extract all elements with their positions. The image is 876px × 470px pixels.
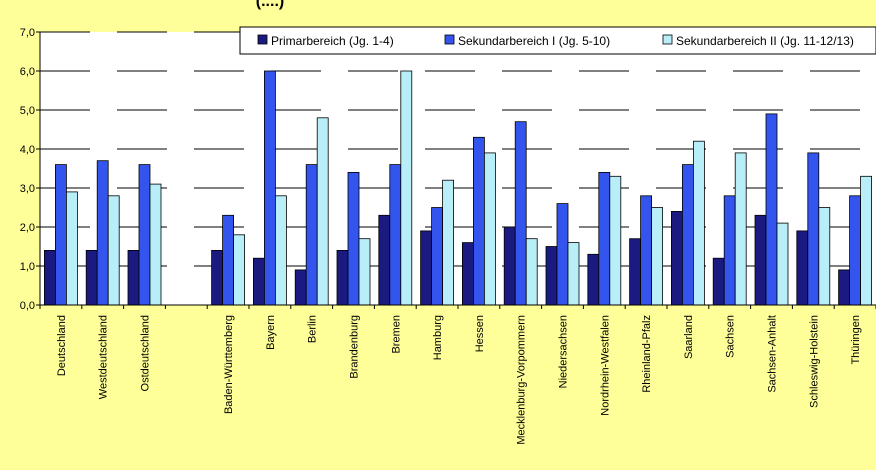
bar <box>712 257 725 306</box>
y-tick-label: 2,0 <box>20 222 35 234</box>
legend-swatch <box>444 34 455 45</box>
x-category-label: Westdeutschland <box>98 315 110 399</box>
bar <box>211 249 224 306</box>
bar <box>400 70 413 306</box>
bar <box>796 230 809 306</box>
bar <box>347 171 360 306</box>
x-category-label: Brandenburg <box>349 315 361 379</box>
bar <box>378 214 391 306</box>
bar <box>567 242 580 306</box>
legend-swatch <box>662 34 673 45</box>
bar <box>222 214 235 306</box>
bar <box>66 191 78 306</box>
bar <box>671 210 683 306</box>
y-axis-ticks: 0,0 1,0 2,0 3,0 4,0 5,0 6,0 7,0 <box>20 27 40 312</box>
y-tick-label: 3,0 <box>20 183 35 195</box>
bar <box>807 152 820 306</box>
bar <box>754 214 767 306</box>
bar <box>483 152 496 306</box>
bar <box>44 249 56 306</box>
legend-label: Primarbereich (Jg. 1-4) <box>271 34 394 48</box>
legend-swatch <box>257 34 268 45</box>
bar <box>849 195 861 306</box>
x-category-label: Mecklenburg-Vorpommern <box>516 315 528 445</box>
bar <box>149 183 162 306</box>
bar <box>472 136 485 306</box>
bar <box>55 164 67 306</box>
x-category-label: Rheinland-Pfalz <box>641 315 653 393</box>
x-axis-ticks: Deutschland Westdeutschland Ostdeutschland… <box>39 305 876 445</box>
x-category-label: Sachsen-Anhalt <box>767 315 779 393</box>
legend-label: Sekundarbereich I (Jg. 5-10) <box>458 34 610 48</box>
x-category-label: Thüringen <box>850 315 862 365</box>
bar <box>765 113 778 306</box>
legend: Primarbereich (Jg. 1-4) Sekundarbereich I… <box>239 26 876 55</box>
x-category-label: Hessen <box>474 315 486 352</box>
bar <box>336 249 349 306</box>
bar <box>420 230 433 306</box>
bar <box>431 207 444 306</box>
x-category-label: Saarland <box>683 315 695 359</box>
plot-area <box>40 32 876 305</box>
legend-box <box>239 26 876 55</box>
bar <box>442 179 455 306</box>
x-category-label: Ostdeutschland <box>140 315 152 391</box>
bar <box>693 140 705 306</box>
bar <box>503 226 516 306</box>
bar <box>96 160 109 306</box>
bar <box>609 175 622 306</box>
y-tick-label: 1,0 <box>20 261 35 273</box>
bar <box>138 164 151 306</box>
bar <box>389 164 402 306</box>
bar <box>263 70 276 306</box>
bar <box>85 249 98 306</box>
x-category-label: Niedersachsen <box>558 315 570 388</box>
bar <box>358 238 371 306</box>
bar <box>233 234 246 306</box>
x-category-label: Bremen <box>390 315 402 354</box>
y-tick-label: 0,0 <box>20 300 35 312</box>
bar <box>734 152 747 306</box>
y-tick-label: 6,0 <box>20 66 35 78</box>
bar <box>525 238 538 306</box>
bar <box>723 195 736 306</box>
x-category-label: Hamburg <box>432 315 444 360</box>
bar <box>274 195 287 306</box>
bar <box>838 269 850 306</box>
bar <box>629 238 641 306</box>
x-category-label: Schleswig-Holstein <box>808 315 820 408</box>
bar <box>640 195 652 306</box>
bar <box>651 207 663 306</box>
bars <box>44 70 872 306</box>
x-category-label: Sachsen <box>725 315 737 358</box>
bar <box>682 164 694 306</box>
bar <box>305 164 318 306</box>
bar <box>294 269 307 306</box>
bar <box>556 203 569 306</box>
bar <box>514 121 527 306</box>
x-category-label: Deutschland <box>56 315 68 376</box>
bar <box>127 249 140 306</box>
bar <box>545 246 558 306</box>
x-category-label: Nordrhein-Westfalen <box>599 315 611 416</box>
legend-label: Sekundarbereich II (Jg. 11-12/13) <box>676 34 854 48</box>
bar <box>860 175 872 306</box>
x-category-label: Baden-Württemberg <box>223 315 235 414</box>
bar <box>107 195 120 306</box>
bar <box>587 253 600 306</box>
bar <box>598 171 611 306</box>
y-tick-label: 5,0 <box>20 105 35 117</box>
chart-title-fragment: (....) <box>256 0 284 10</box>
bar <box>461 242 474 306</box>
x-category-label: Berlin <box>307 315 319 343</box>
bar <box>776 222 789 306</box>
bar <box>818 207 831 306</box>
bar <box>252 257 265 306</box>
y-tick-label: 4,0 <box>20 144 35 156</box>
x-category-label: Bayern <box>265 315 277 350</box>
y-tick-label: 7,0 <box>20 27 35 39</box>
bar <box>316 117 329 306</box>
